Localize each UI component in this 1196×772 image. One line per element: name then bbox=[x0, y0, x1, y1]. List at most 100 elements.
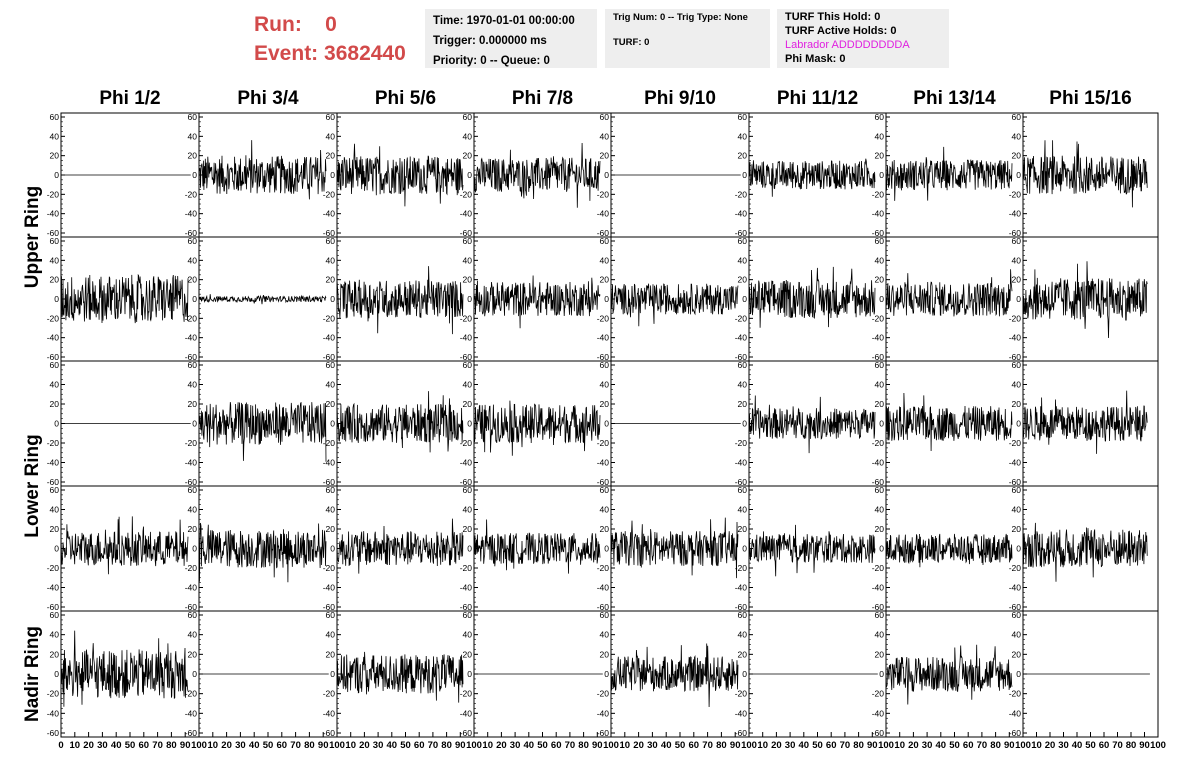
y-tick-label: 40 bbox=[326, 131, 336, 141]
y-tick-label: 60 bbox=[188, 112, 198, 122]
y-tick-label: 60 bbox=[1012, 485, 1022, 495]
y-tick-label: -40 bbox=[323, 583, 336, 593]
y-tick-label: 0 bbox=[54, 669, 59, 679]
run-value: 0 bbox=[325, 13, 337, 36]
waveform-trace bbox=[336, 651, 464, 703]
y-tick-label: 60 bbox=[463, 112, 473, 122]
y-tick-label: 20 bbox=[463, 649, 473, 659]
y-tick-label: 40 bbox=[600, 131, 610, 141]
x-tick-label: 70 bbox=[290, 740, 301, 751]
y-tick-label: 60 bbox=[188, 485, 198, 495]
y-tick-label: -40 bbox=[1009, 708, 1022, 718]
y-tick-label: -40 bbox=[735, 333, 748, 343]
y-tick-label: -60 bbox=[323, 228, 336, 238]
y-tick-label: 60 bbox=[600, 485, 610, 495]
y-tick-label: 20 bbox=[1012, 649, 1022, 659]
y-tick-label: 0 bbox=[330, 170, 335, 180]
y-tick-label: 60 bbox=[188, 360, 198, 370]
y-tick-label: 60 bbox=[326, 610, 336, 620]
y-tick-label: -40 bbox=[735, 583, 748, 593]
y-tick-label: 0 bbox=[742, 544, 747, 554]
y-tick-label: -20 bbox=[323, 563, 336, 573]
y-tick-label: -40 bbox=[185, 333, 198, 343]
y-tick-label: -20 bbox=[460, 689, 473, 699]
x-tick-label: 30 bbox=[647, 740, 658, 751]
y-tick-label: -60 bbox=[1009, 477, 1022, 487]
y-tick-label: 0 bbox=[192, 669, 197, 679]
y-tick-label: 40 bbox=[600, 505, 610, 515]
y-tick-label: 40 bbox=[188, 505, 198, 515]
y-tick-label: 60 bbox=[188, 610, 198, 620]
waveform-trace bbox=[1022, 390, 1148, 454]
y-tick-label: 0 bbox=[467, 669, 472, 679]
y-tick-label: -40 bbox=[185, 209, 198, 219]
waveform-trace bbox=[610, 283, 739, 327]
y-tick-label: -20 bbox=[47, 313, 60, 323]
y-tick-label: 20 bbox=[600, 399, 610, 409]
y-tick-label: -40 bbox=[1009, 458, 1022, 468]
time-text: Time: 1970-01-01 00:00:00 bbox=[433, 15, 575, 27]
x-tick-label: 10 bbox=[208, 740, 219, 751]
y-tick-label: -40 bbox=[872, 333, 885, 343]
x-tick-label: 100 bbox=[1015, 740, 1031, 751]
y-tick-label: 0 bbox=[467, 294, 472, 304]
y-tick-label: 20 bbox=[326, 275, 336, 285]
y-tick-label: -40 bbox=[323, 708, 336, 718]
y-tick-label: -60 bbox=[460, 477, 473, 487]
run-label: Run: bbox=[254, 13, 302, 36]
y-tick-label: -60 bbox=[47, 352, 60, 362]
y-tick-label: 40 bbox=[463, 380, 473, 390]
x-tick-label: 10 bbox=[345, 740, 356, 751]
y-tick-label: 0 bbox=[879, 669, 884, 679]
waveform-trace bbox=[748, 266, 876, 328]
y-tick-label: 20 bbox=[875, 151, 885, 161]
turf-this-hold-text: TURF This Hold: 0 bbox=[785, 11, 881, 23]
x-tick-label: 100 bbox=[329, 740, 345, 751]
y-tick-label: 20 bbox=[875, 275, 885, 285]
column-header: Phi 15/16 bbox=[1049, 88, 1131, 109]
y-tick-label: 0 bbox=[742, 294, 747, 304]
x-tick-label: 10 bbox=[620, 740, 631, 751]
y-tick-label: 60 bbox=[50, 236, 60, 246]
y-tick-label: 0 bbox=[54, 294, 59, 304]
y-tick-label: 60 bbox=[50, 610, 60, 620]
y-tick-label: 40 bbox=[600, 630, 610, 640]
x-tick-label: 80 bbox=[990, 740, 1001, 751]
y-tick-label: -40 bbox=[1009, 333, 1022, 343]
waveform-trace bbox=[885, 533, 1013, 568]
y-tick-label: -40 bbox=[872, 458, 885, 468]
y-tick-label: -40 bbox=[872, 583, 885, 593]
y-tick-label: 0 bbox=[879, 419, 884, 429]
x-tick-label: 40 bbox=[111, 740, 122, 751]
y-tick-label: -40 bbox=[735, 209, 748, 219]
waveform-trace bbox=[885, 644, 1013, 705]
y-tick-label: -60 bbox=[47, 602, 60, 612]
x-tick-label: 90 bbox=[730, 740, 741, 751]
y-tick-label: -60 bbox=[323, 477, 336, 487]
y-tick-label: 40 bbox=[738, 131, 748, 141]
x-tick-label: 80 bbox=[853, 740, 864, 751]
y-tick-label: -60 bbox=[1009, 728, 1022, 738]
y-tick-label: -40 bbox=[460, 583, 473, 593]
y-tick-label: -20 bbox=[460, 189, 473, 199]
y-tick-label: -20 bbox=[323, 438, 336, 448]
y-tick-label: 40 bbox=[188, 131, 198, 141]
waveform-trace bbox=[60, 516, 189, 575]
y-tick-label: 20 bbox=[463, 151, 473, 161]
y-tick-label: -40 bbox=[47, 458, 60, 468]
x-tick-label: 20 bbox=[359, 740, 370, 751]
y-tick-label: 40 bbox=[738, 380, 748, 390]
y-tick-label: -40 bbox=[323, 209, 336, 219]
y-tick-label: -20 bbox=[185, 563, 198, 573]
x-tick-label: 60 bbox=[689, 740, 700, 751]
y-tick-label: 0 bbox=[1016, 170, 1021, 180]
y-tick-label: 40 bbox=[463, 505, 473, 515]
y-tick-label: 20 bbox=[188, 151, 198, 161]
y-tick-label: 20 bbox=[50, 649, 60, 659]
y-tick-label: -20 bbox=[185, 438, 198, 448]
y-tick-label: 20 bbox=[1012, 399, 1022, 409]
y-tick-label: 60 bbox=[600, 360, 610, 370]
y-tick-label: -40 bbox=[735, 708, 748, 718]
waveform-trace bbox=[336, 266, 464, 335]
x-tick-label: 20 bbox=[221, 740, 232, 751]
